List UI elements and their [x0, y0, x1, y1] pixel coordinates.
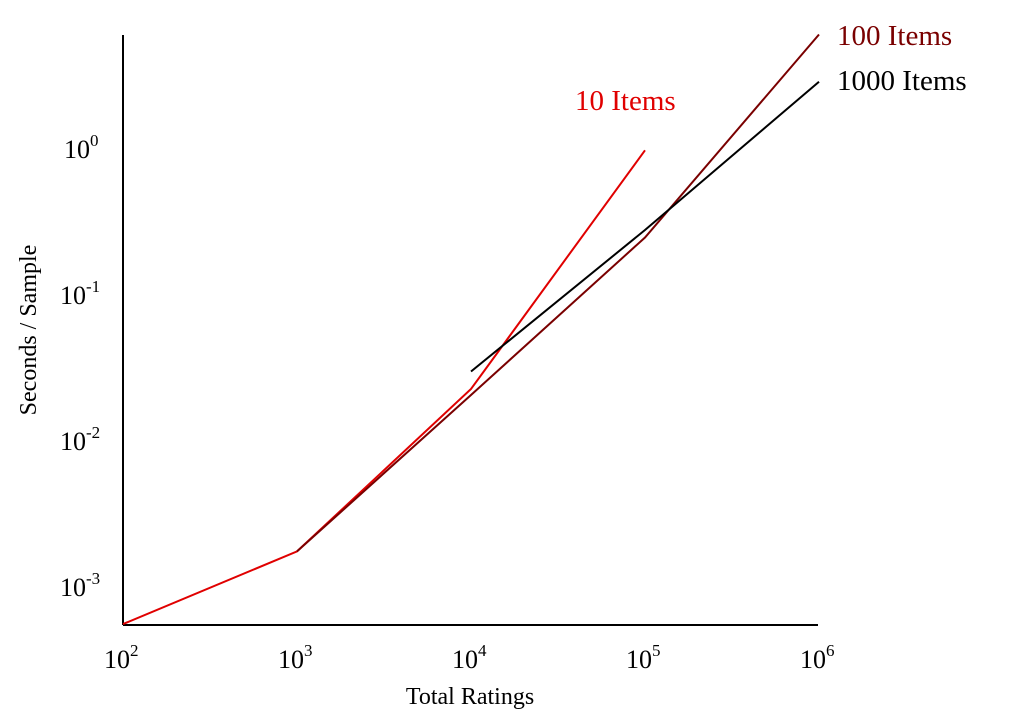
- y-tick-label: 10-2: [60, 423, 100, 456]
- y-tick-label: 10-1: [60, 277, 100, 310]
- x-tick-labels: 102 103 104 105 106: [104, 641, 835, 674]
- x-axis-title: Total Ratings: [406, 684, 534, 710]
- x-tick-label: 105: [626, 641, 661, 674]
- series-line-1000-items: [470, 80, 820, 373]
- series-label-1000-items: 1000 Items: [837, 65, 967, 97]
- series-label-10-items: 10 Items: [575, 85, 676, 117]
- series-line-10-items: [122, 149, 646, 626]
- series-line-100-items: [296, 33, 820, 553]
- x-tick-label: 104: [452, 641, 487, 674]
- y-tick-label: 10-3: [60, 569, 100, 602]
- x-tick-label: 102: [104, 641, 139, 674]
- y-axis-title: Seconds / Sample: [16, 245, 42, 416]
- series-label-100-items: 100 Items: [837, 20, 952, 52]
- y-tick-labels: 100 10-1 10-2 10-3: [60, 131, 100, 602]
- x-tick-label: 103: [278, 641, 313, 674]
- x-tick-label: 106: [800, 641, 835, 674]
- y-tick-label: 100: [64, 131, 99, 164]
